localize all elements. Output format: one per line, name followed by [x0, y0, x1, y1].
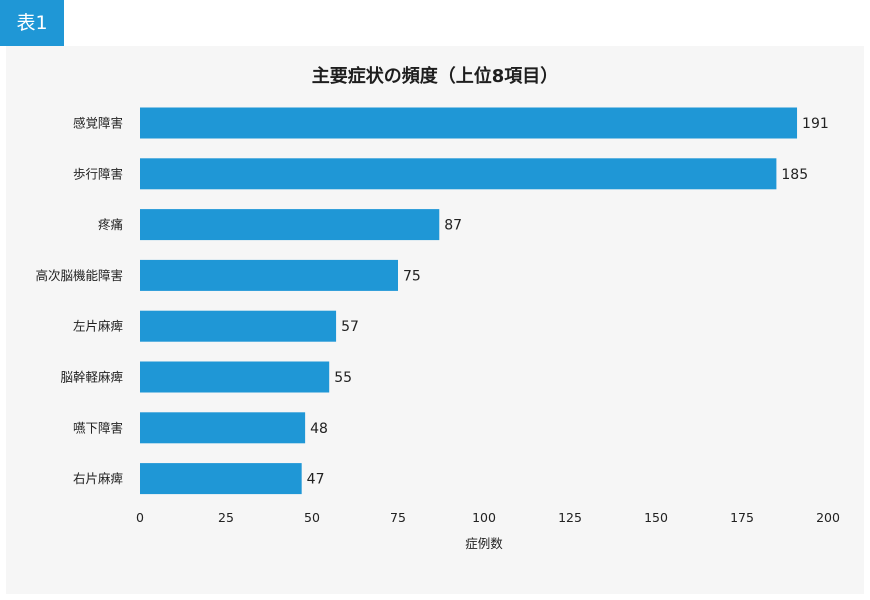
- bar-value-label: 55: [334, 370, 352, 386]
- category-label: 感覚障害: [73, 116, 123, 131]
- bar-value-label: 75: [403, 268, 421, 284]
- category-label: 歩行障害: [73, 166, 123, 181]
- bar: [140, 412, 306, 444]
- bar-value-label: 185: [781, 167, 808, 183]
- x-tick-label: 175: [730, 510, 754, 525]
- bar-value-label: 47: [307, 472, 325, 488]
- bar: [140, 310, 337, 342]
- bar: [140, 209, 440, 241]
- category-label: 嚥下障害: [73, 420, 123, 435]
- x-tick-label: 50: [304, 510, 320, 525]
- chart-title: 主要症状の頻度（上位8項目）: [311, 66, 559, 87]
- bar: [140, 463, 302, 495]
- x-axis-label: 症例数: [465, 536, 503, 551]
- bar: [140, 107, 798, 139]
- category-label: 高次脳機能障害: [35, 268, 123, 283]
- x-tick-label: 25: [218, 510, 234, 525]
- bar: [140, 361, 330, 393]
- bar-value-label: 57: [341, 319, 359, 335]
- bar-value-label: 48: [310, 421, 328, 437]
- x-tick-label: 150: [644, 510, 668, 525]
- category-label: 左片麻痺: [73, 319, 123, 334]
- bar: [140, 158, 777, 190]
- x-tick-label: 200: [816, 510, 840, 525]
- x-tick-label: 100: [472, 510, 496, 525]
- category-label: 疼痛: [98, 217, 123, 232]
- x-tick-label: 0: [136, 510, 144, 525]
- table-badge: 表1: [0, 0, 64, 46]
- category-label: 脳幹軽麻痺: [60, 370, 123, 385]
- x-tick-label: 125: [558, 510, 582, 525]
- bar-value-label: 87: [444, 218, 462, 234]
- category-label: 右片麻痺: [73, 471, 123, 486]
- bar-value-label: 191: [802, 116, 829, 132]
- bar: [140, 259, 398, 291]
- x-tick-label: 75: [390, 510, 406, 525]
